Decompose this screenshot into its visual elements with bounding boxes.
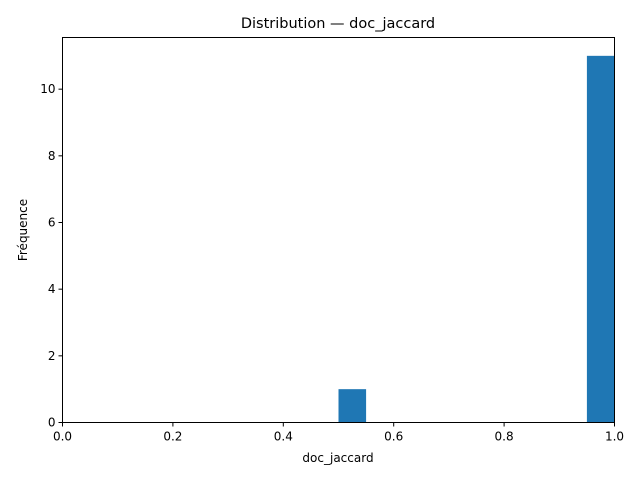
y-tick-label: 0: [48, 416, 56, 430]
y-axis-label: Fréquence: [16, 199, 30, 261]
plot-area: [338, 55, 615, 423]
x-axis-label: doc_jaccard: [302, 451, 373, 465]
x-tick-label: 0.0: [53, 430, 72, 444]
x-axis: 0.0 0.2 0.4 0.6 0.8 1.0: [53, 422, 624, 444]
y-tick-label: 4: [48, 282, 56, 296]
histogram-bar: [586, 55, 615, 423]
chart-title: Distribution — doc_jaccard: [241, 16, 435, 32]
y-axis: 0 2 4 6 8 10: [40, 82, 63, 430]
x-tick-label: 0.8: [495, 430, 514, 444]
x-tick-label: 0.6: [384, 430, 403, 444]
y-tick-label: 10: [40, 82, 55, 96]
x-tick-label: 1.0: [605, 430, 624, 444]
y-tick-label: 2: [48, 349, 56, 363]
y-tick-label: 8: [48, 149, 56, 163]
x-tick-label: 0.2: [163, 430, 182, 444]
y-tick-label: 6: [48, 216, 56, 230]
histogram-bar: [338, 389, 367, 423]
plot-frame: [62, 37, 615, 423]
x-tick-label: 0.4: [274, 430, 293, 444]
